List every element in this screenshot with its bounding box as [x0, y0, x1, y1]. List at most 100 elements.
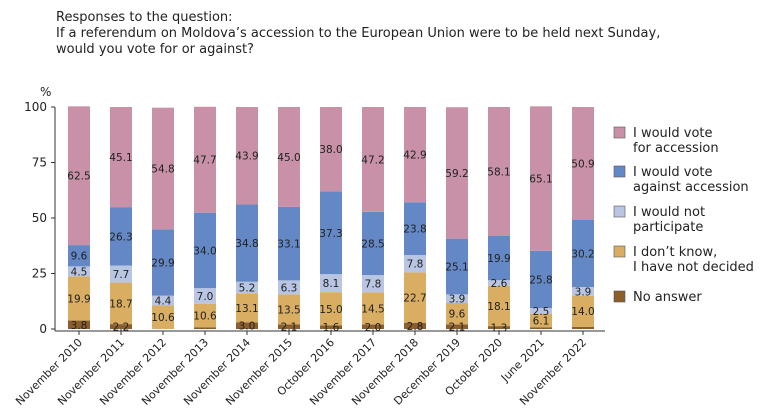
bar-segment — [320, 107, 342, 192]
data-label: 2.1 — [281, 322, 298, 334]
legend-label-line: I would vote — [633, 165, 713, 180]
bar-segment — [572, 287, 594, 296]
chart-title: Responses to the question: If a referend… — [56, 10, 660, 58]
data-label: 7.8 — [365, 279, 382, 291]
y-axis-unit: % — [40, 85, 51, 99]
data-label: 19.9 — [487, 253, 510, 265]
bar-segment — [68, 266, 90, 277]
legend-swatch — [613, 290, 626, 303]
bar-segment — [362, 324, 384, 329]
bar-segment — [194, 288, 216, 304]
data-label: 7.8 — [407, 259, 424, 271]
title-line-2: If a referendum on Moldova’s accession t… — [56, 26, 661, 41]
data-label: 58.1 — [487, 166, 510, 178]
data-label: 13.1 — [235, 303, 258, 315]
data-label: 5.2 — [239, 282, 256, 294]
data-label: 28.5 — [361, 238, 384, 250]
data-label: 47.2 — [361, 154, 384, 166]
data-label: 14.0 — [571, 306, 594, 318]
bar-segment — [404, 272, 426, 323]
bar-segment — [320, 292, 342, 326]
legend-label: No answer — [633, 290, 702, 305]
bar-segment — [236, 204, 258, 282]
data-label: 1.3 — [491, 323, 508, 335]
bar-segment — [110, 324, 132, 329]
bar-segment — [152, 295, 174, 306]
data-label: 34.0 — [193, 245, 216, 257]
data-label: 1.6 — [323, 322, 340, 334]
bar-segment — [404, 107, 426, 203]
bar-segment — [278, 324, 300, 329]
bar-segment — [572, 326, 594, 329]
data-label: 38.0 — [319, 144, 342, 156]
bar-segment — [152, 305, 174, 329]
legend-label: I would not participate — [633, 205, 705, 235]
data-label: 30.2 — [571, 249, 594, 261]
data-label: 50.9 — [571, 158, 594, 170]
data-label: 6.3 — [281, 282, 298, 294]
bar-segment — [488, 235, 510, 281]
data-label: 3.8 — [71, 320, 88, 332]
bar-segment — [320, 191, 342, 275]
bar-segment — [194, 327, 216, 329]
data-label: 9.6 — [71, 251, 88, 263]
data-label: 42.9 — [403, 150, 426, 162]
bar-segment — [194, 303, 216, 328]
bar-segment — [278, 294, 300, 325]
bar-segment — [236, 107, 258, 205]
data-label: 2.8 — [407, 321, 424, 333]
bar-segment — [278, 280, 300, 295]
legend-label-line: against accession — [633, 180, 749, 195]
bar-segment — [236, 281, 258, 294]
bar-segment — [362, 275, 384, 293]
bars — [68, 106, 594, 329]
bar-segment — [530, 327, 552, 329]
data-label: 62.5 — [67, 171, 90, 183]
data-label: 2.6 — [491, 278, 508, 290]
data-label: 2.1 — [449, 322, 466, 334]
bar-segment — [236, 322, 258, 329]
data-label: 7.7 — [113, 269, 130, 281]
data-label: 15.0 — [319, 304, 342, 316]
legend-label: I don’t know, I have not decided — [633, 245, 754, 275]
legend-label: I would vote against accession — [633, 165, 749, 195]
data-label: 19.9 — [67, 293, 90, 305]
bar-segment — [488, 107, 510, 236]
bar-segment — [152, 229, 174, 296]
data-label: 26.3 — [109, 231, 132, 243]
data-label: 43.9 — [235, 151, 258, 163]
bar-segment — [446, 303, 468, 325]
data-label: 14.5 — [361, 303, 384, 315]
legend-swatch — [613, 205, 626, 218]
bar-segment — [446, 324, 468, 329]
bar-segment — [236, 293, 258, 323]
y-tick-label: 0 — [39, 322, 47, 336]
title-line-3: would you vote for or against? — [56, 42, 254, 57]
y-tick-label: 50 — [32, 211, 47, 225]
data-label: 2.5 — [533, 306, 550, 318]
bar-segment — [152, 107, 174, 230]
bar-segment — [530, 106, 552, 251]
bar-segment — [572, 219, 594, 288]
data-label: 10.6 — [193, 310, 217, 322]
data-label: 54.8 — [151, 163, 174, 175]
bar-segment — [446, 238, 468, 295]
data-label: 47.7 — [193, 155, 216, 167]
bar-segment — [446, 107, 468, 239]
bar-segment — [362, 292, 384, 325]
legend-swatch — [613, 126, 626, 139]
bar-segment — [110, 265, 132, 283]
data-labels: 3.8 19.9 4.5 9.6 62.5 2.2 18.7 7.7 26.3 45.1 10.6 4… — [67, 144, 594, 334]
data-label: 2.2 — [113, 322, 130, 334]
data-label: 3.9 — [575, 286, 592, 298]
bar-segment — [68, 245, 90, 267]
data-label: 2.0 — [365, 322, 382, 334]
bar-segment — [572, 107, 594, 220]
axes: % 0 25 50 75 100 — [24, 85, 605, 336]
bar-segment — [110, 107, 132, 208]
bar-segment — [278, 206, 300, 281]
bar-segment — [488, 285, 510, 327]
